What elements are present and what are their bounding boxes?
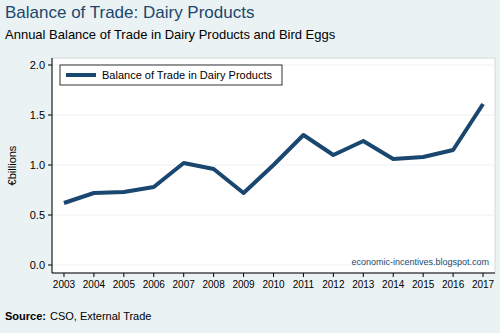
grid-line bbox=[52, 215, 495, 216]
x-tick-label: 2014 bbox=[382, 279, 405, 290]
legend: Balance of Trade in Dairy Products bbox=[60, 65, 282, 85]
x-tick bbox=[153, 273, 154, 277]
title: Balance of Trade: Dairy Products bbox=[5, 3, 254, 22]
x-tick bbox=[243, 273, 244, 277]
x-tick-label: 2011 bbox=[293, 279, 315, 290]
series-line bbox=[64, 104, 483, 203]
source-label: Source: bbox=[5, 310, 46, 322]
x-tick bbox=[303, 273, 304, 277]
x-tick-label: 2015 bbox=[412, 279, 435, 290]
y-axis bbox=[52, 58, 53, 273]
legend-box bbox=[60, 65, 282, 85]
plot-frame bbox=[52, 58, 495, 273]
y-tick bbox=[48, 165, 52, 166]
chart: Balance of Trade: Dairy Products Annual B… bbox=[0, 0, 500, 333]
x-tick bbox=[393, 273, 394, 277]
y-axis-label: €billions bbox=[6, 145, 18, 185]
x-tick bbox=[63, 273, 64, 277]
x-tick bbox=[423, 273, 424, 277]
x-tick-label: 2016 bbox=[442, 279, 465, 290]
x-tick-label: 2006 bbox=[143, 279, 166, 290]
y-tick bbox=[48, 265, 52, 266]
x-tick bbox=[213, 273, 214, 277]
x-tick-label: 2008 bbox=[203, 279, 226, 290]
y-tick-label: 0.0 bbox=[30, 259, 45, 271]
subtitle: Annual Balance of Trade in Dairy Product… bbox=[5, 27, 336, 42]
x-tick-label: 2003 bbox=[53, 279, 76, 290]
x-tick-label: 2004 bbox=[83, 279, 106, 290]
x-tick bbox=[483, 273, 484, 277]
x-tick-label: 2007 bbox=[173, 279, 196, 290]
legend-key bbox=[66, 73, 96, 77]
x-tick bbox=[183, 273, 184, 277]
y-tick-label: 2.0 bbox=[30, 59, 45, 71]
y-tick-label: 1.0 bbox=[30, 159, 45, 171]
x-tick bbox=[123, 273, 124, 277]
x-tick-label: 2017 bbox=[472, 279, 495, 290]
y-tick bbox=[48, 115, 52, 116]
x-tick-label: 2013 bbox=[352, 279, 375, 290]
y-tick-label: 1.5 bbox=[30, 109, 45, 121]
x-tick bbox=[453, 273, 454, 277]
x-tick bbox=[363, 273, 364, 277]
x-tick-label: 2005 bbox=[113, 279, 136, 290]
grid-line bbox=[52, 115, 495, 116]
background bbox=[0, 0, 500, 333]
x-tick bbox=[333, 273, 334, 277]
legend-label: Balance of Trade in Dairy Products bbox=[102, 69, 272, 81]
x-tick bbox=[93, 273, 94, 277]
annotation: economic-incentives.blogspot.com bbox=[351, 257, 489, 267]
x-tick-label: 2009 bbox=[232, 279, 255, 290]
x-axis bbox=[52, 273, 495, 274]
x-tick-label: 2010 bbox=[262, 279, 285, 290]
y-tick bbox=[48, 215, 52, 216]
source: CSO, External Trade bbox=[50, 310, 152, 322]
plot-marks bbox=[64, 104, 483, 203]
y-tick-label: 0.5 bbox=[30, 209, 45, 221]
x-tick-label: 2012 bbox=[322, 279, 345, 290]
y-tick bbox=[48, 65, 52, 66]
x-tick bbox=[273, 273, 274, 277]
